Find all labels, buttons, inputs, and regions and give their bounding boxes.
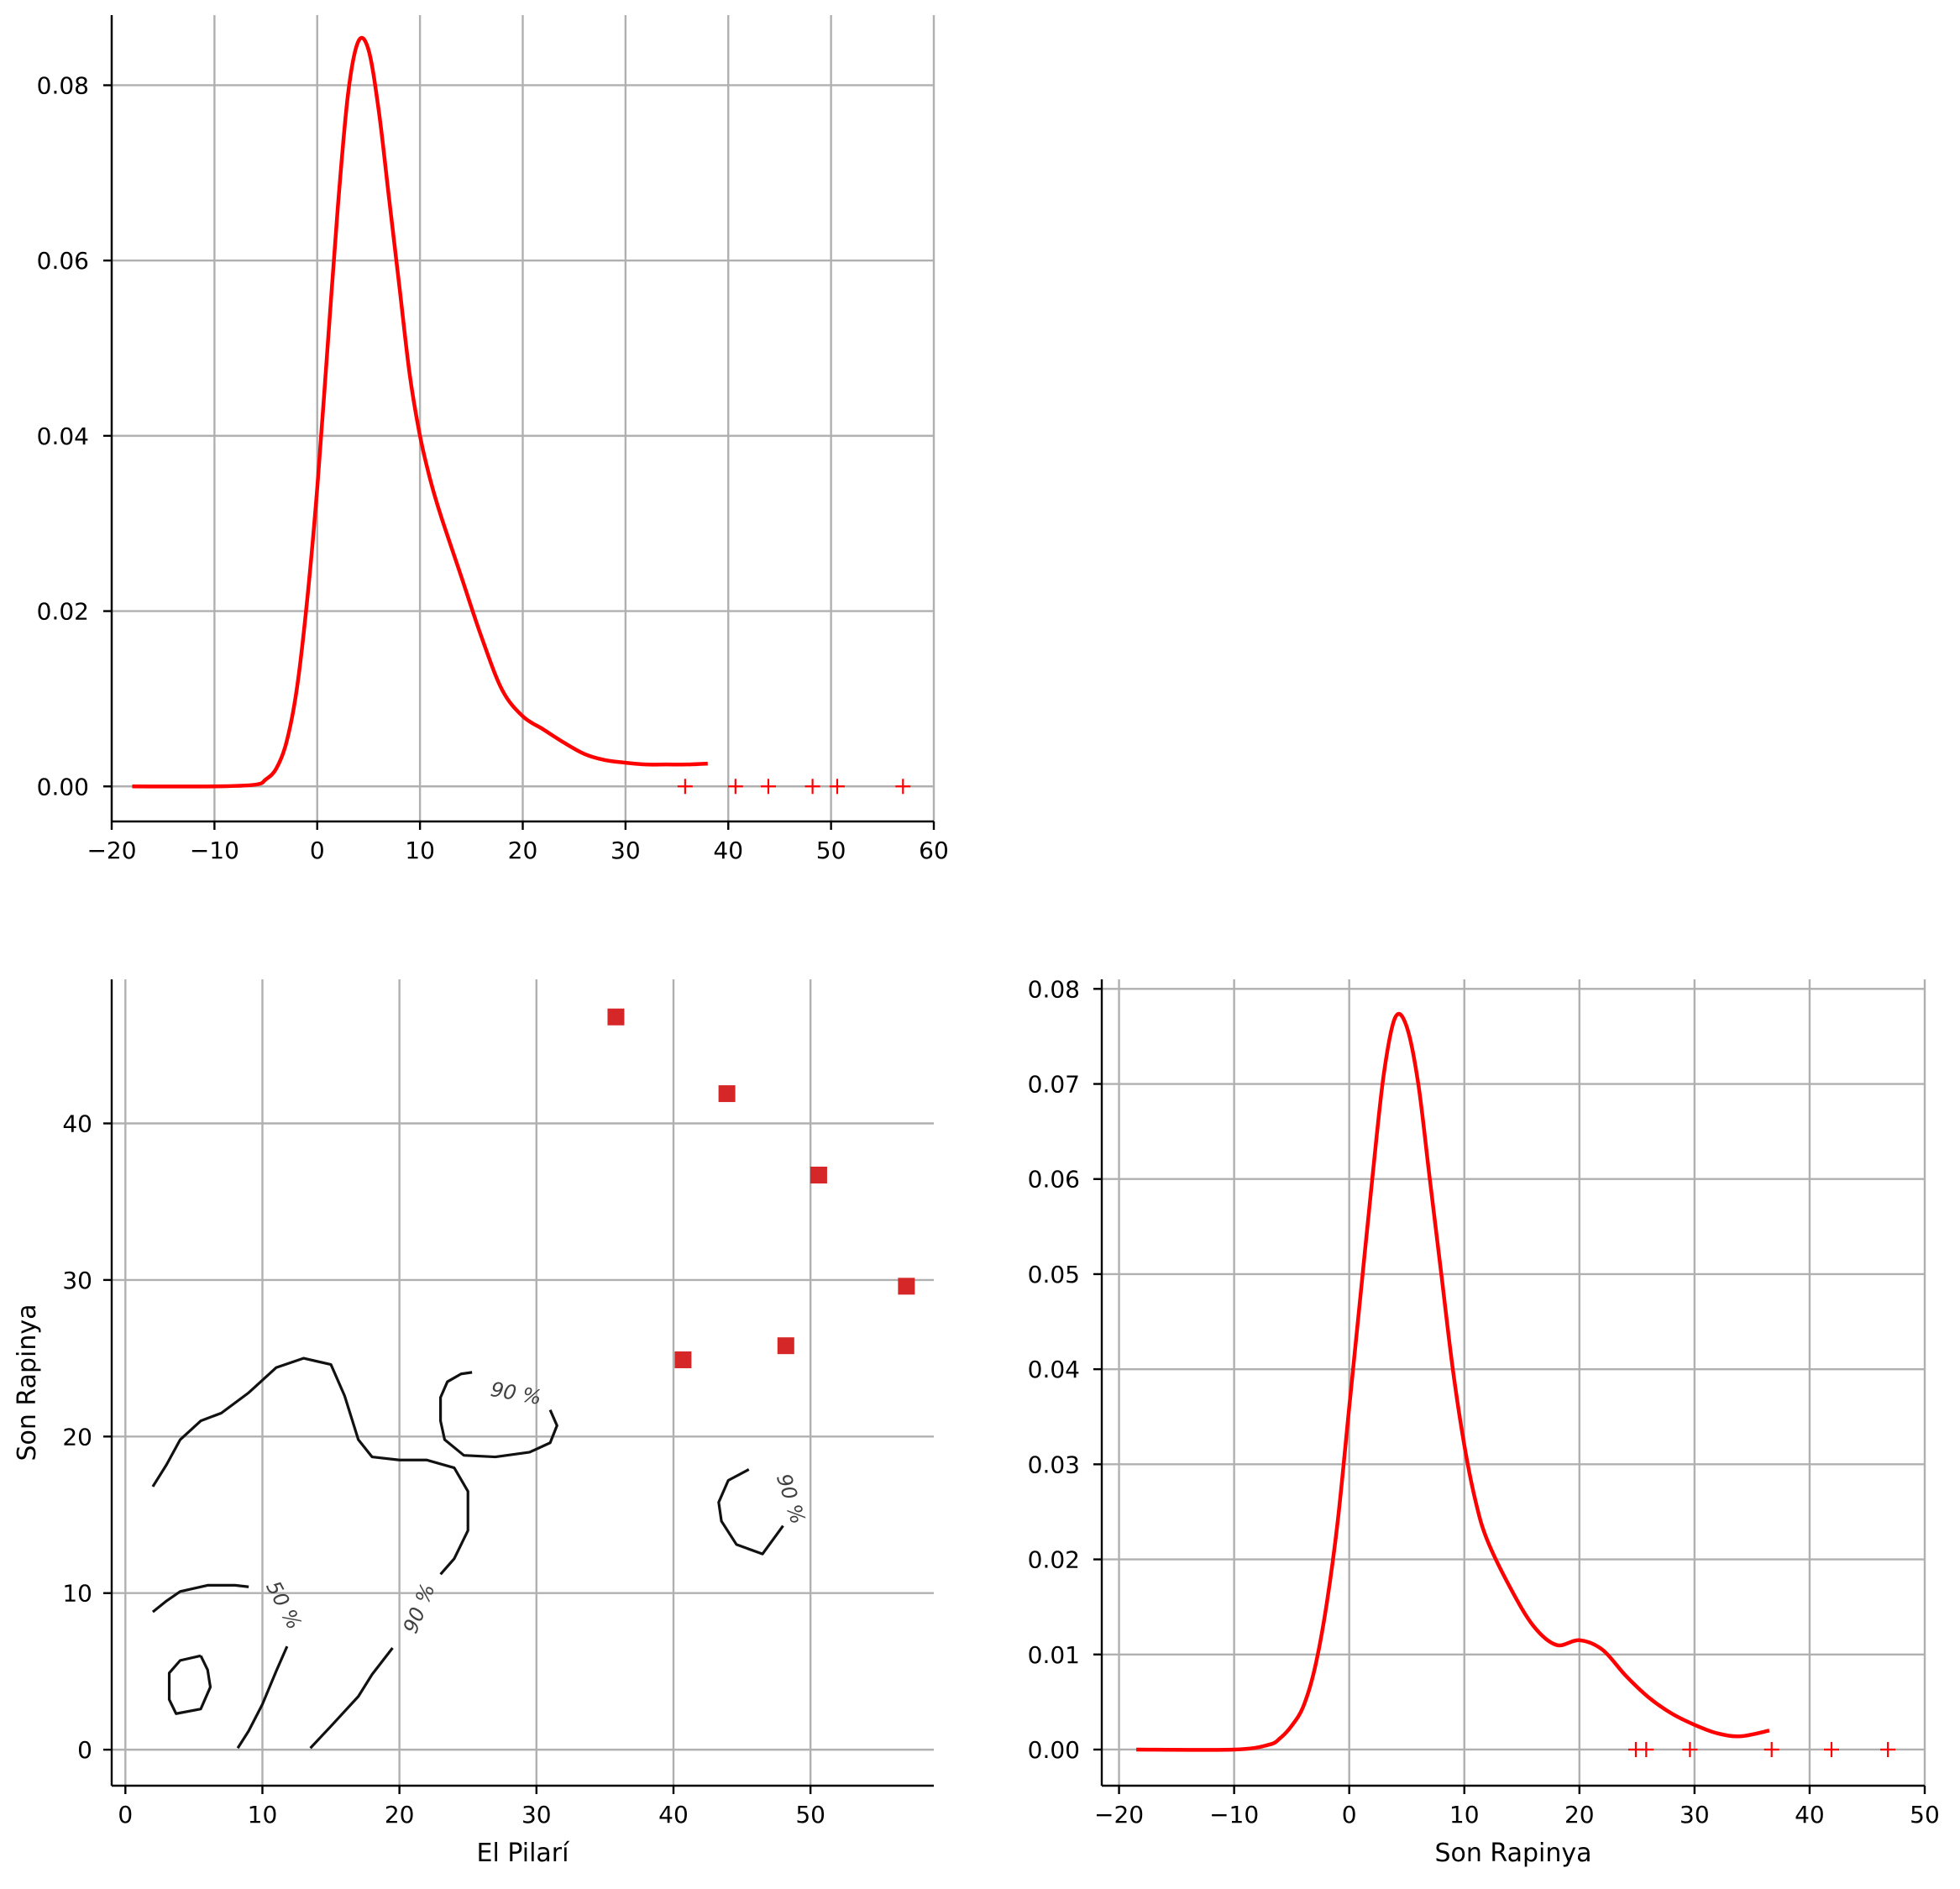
rug-plus-marker xyxy=(1638,1741,1654,1757)
data-point-square xyxy=(607,1008,625,1026)
x-tick-label: 40 xyxy=(713,837,743,864)
x-tick-label: 0 xyxy=(310,837,325,864)
rug-plus-marker xyxy=(1682,1741,1698,1757)
data-point-square xyxy=(718,1085,736,1103)
x-tick-label: 20 xyxy=(1564,1801,1595,1829)
data-point-square xyxy=(674,1351,692,1368)
contour-line xyxy=(717,1468,784,1556)
x-tick-label: 10 xyxy=(1449,1801,1480,1829)
x-tick-label: 0 xyxy=(118,1801,133,1829)
x-tick-label: 30 xyxy=(1680,1801,1710,1829)
x-tick-label: −10 xyxy=(1209,1801,1259,1829)
el-pilari-density-line xyxy=(132,35,708,789)
contour-line xyxy=(151,1356,469,1576)
contour-scatter-panel: 0 10 20 30 40 50 0 10 20 30 40 El Pilarí Son Rapinya… xyxy=(13,979,934,1868)
x-tick-label: 0 xyxy=(1342,1801,1357,1829)
y-tick-label: 0.06 xyxy=(1028,1166,1080,1194)
kde-el-pilari-panel: −20 −10 0 10 20 30 40 50 60 0.00 0.02 0.04 0.06 0.08 xyxy=(37,15,949,864)
y-tick-label: 0.03 xyxy=(1028,1451,1080,1478)
y-axis-label: Son Rapinya xyxy=(13,1304,42,1461)
contour-level-label: 50 % xyxy=(261,1577,306,1634)
x-axis-label: Son Rapinya xyxy=(1434,1839,1591,1868)
x-tick-label: 20 xyxy=(385,1801,415,1829)
data-point-square xyxy=(898,1278,915,1295)
x-tick-label: 10 xyxy=(405,837,435,864)
x-tick-label: −20 xyxy=(86,837,136,864)
rug-plus-marker xyxy=(1823,1741,1839,1757)
x-tick-label: −20 xyxy=(1094,1801,1144,1829)
x-tick-label: 40 xyxy=(658,1801,689,1829)
y-tick-label: 0.04 xyxy=(1028,1356,1080,1383)
y-tick-label: 0.08 xyxy=(1028,975,1080,1003)
data-point-square xyxy=(810,1167,827,1184)
contour-level-label: 90 % xyxy=(399,1580,440,1636)
contour-line xyxy=(438,1371,558,1459)
x-tick-label: 10 xyxy=(248,1801,278,1829)
y-tick-label: 10 xyxy=(62,1580,92,1608)
y-tick-label: 0.04 xyxy=(37,422,89,450)
y-tick-label: 0.08 xyxy=(37,71,89,99)
x-tick-label: 50 xyxy=(816,837,846,864)
son-rapinya-density-line xyxy=(1136,1011,1770,1752)
kde-son-rapinya-panel: −20 −10 0 10 20 30 40 50 0.00 0.01 0.02 0.03 0.04 0.0… xyxy=(1028,975,1940,1868)
y-tick-label: 0.00 xyxy=(1028,1736,1080,1764)
y-tick-label: 0.05 xyxy=(1028,1261,1080,1288)
x-tick-label: 50 xyxy=(795,1801,825,1829)
x-tick-label: 50 xyxy=(1910,1801,1940,1829)
y-tick-label: 0 xyxy=(77,1736,92,1764)
y-tick-label: 0.07 xyxy=(1028,1071,1080,1099)
y-tick-label: 20 xyxy=(62,1423,92,1451)
rug-plus-marker xyxy=(804,779,820,795)
y-tick-label: 0.00 xyxy=(37,773,89,800)
x-tick-label: 30 xyxy=(521,1801,552,1829)
rug-plus-marker xyxy=(1880,1741,1896,1757)
y-tick-label: 0.02 xyxy=(37,598,89,626)
x-tick-label: 30 xyxy=(611,837,641,864)
contour-level-label: 90 % xyxy=(772,1471,810,1527)
x-axis-label: El Pilarí xyxy=(477,1839,571,1868)
data-point-square xyxy=(777,1337,794,1355)
rug-plus-marker xyxy=(727,779,743,795)
contour-level-label: 90 % xyxy=(489,1377,543,1409)
contour-line xyxy=(167,1654,212,1715)
rug-plus-marker xyxy=(895,779,911,795)
y-tick-label: 40 xyxy=(62,1110,92,1137)
rug-plus-marker xyxy=(1763,1741,1779,1757)
contour-line xyxy=(309,1646,394,1750)
rug-plus-marker xyxy=(829,779,845,795)
y-tick-label: 30 xyxy=(62,1267,92,1294)
contour-line xyxy=(236,1645,289,1750)
contour-line xyxy=(151,1583,249,1614)
x-tick-label: 40 xyxy=(1795,1801,1825,1829)
y-tick-label: 0.01 xyxy=(1028,1641,1080,1669)
y-tick-label: 0.02 xyxy=(1028,1546,1080,1574)
rug-plus-marker xyxy=(760,779,776,795)
x-tick-label: −10 xyxy=(190,837,239,864)
x-tick-label: 60 xyxy=(919,837,949,864)
y-tick-label: 0.06 xyxy=(37,247,89,275)
rug-plus-marker xyxy=(677,779,693,795)
x-tick-label: 20 xyxy=(508,837,538,864)
